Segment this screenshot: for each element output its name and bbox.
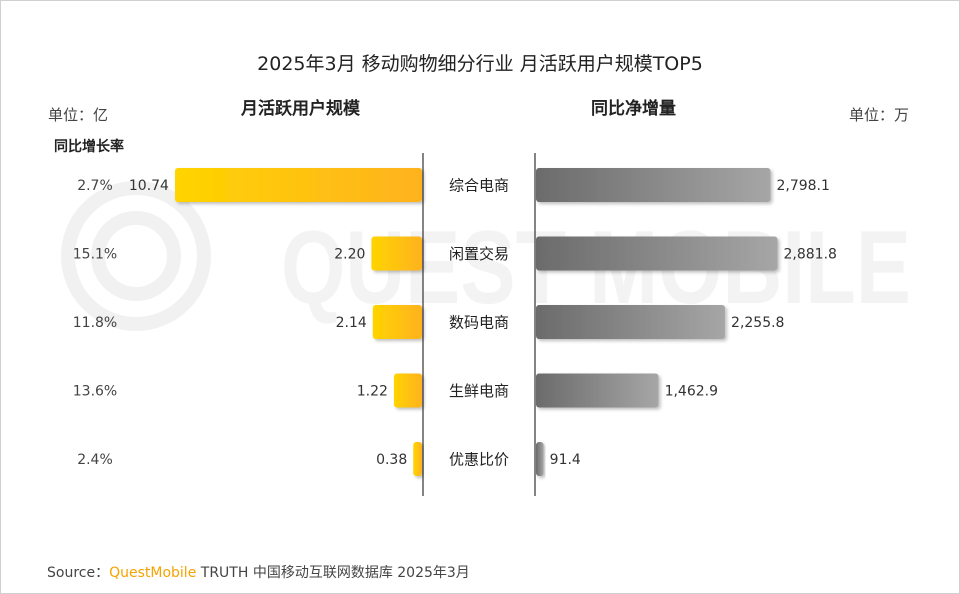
mau-value-label-4: 0.38 <box>376 452 407 468</box>
mau-value-label-3: 1.22 <box>357 384 388 400</box>
yoy-growth-label-1: 15.1% <box>73 247 117 263</box>
net-increase-column-header: 同比净增量 <box>591 99 676 119</box>
net-increase-bar-3 <box>536 373 659 408</box>
mau-value-label-1: 2.20 <box>334 247 365 263</box>
unit-left-label: 单位：亿 <box>48 106 109 124</box>
source-note: Source：QuestMobile TRUTH 中国移动互联网数据库 2025… <box>47 562 470 582</box>
net-increase-value-label-4: 91.4 <box>550 452 581 468</box>
mau-bar-2 <box>372 305 422 339</box>
net-increase-bar-2 <box>536 305 726 339</box>
source-brand: QuestMobile <box>109 565 197 581</box>
net-increase-value-label-1: 2,881.8 <box>783 247 836 263</box>
mau-bar-4 <box>413 442 422 476</box>
category-label-3: 生鲜电商 <box>449 382 509 400</box>
net-increase-bar-4 <box>536 442 544 476</box>
mau-column-header: 月活跃用户规模 <box>241 99 360 119</box>
mau-bar-0 <box>174 168 422 202</box>
source-prefix: Source： <box>47 565 110 581</box>
yoy-growth-label-4: 2.4% <box>77 452 113 468</box>
net-increase-bar-1 <box>536 236 778 271</box>
net-increase-bar-0 <box>536 168 771 202</box>
yoy-growth-label-3: 13.6% <box>73 384 117 400</box>
mau-value-label-0: 10.74 <box>129 178 169 194</box>
source-suffix: TRUTH 中国移动互联网数据库 2025年3月 <box>196 565 470 581</box>
unit-right-label: 单位：万 <box>849 106 910 124</box>
yoy-column-header: 同比增长率 <box>54 139 124 155</box>
mau-value-label-2: 2.14 <box>336 315 367 331</box>
category-label-2: 数码电商 <box>449 314 509 332</box>
net-increase-value-label-2: 2,255.8 <box>731 315 784 331</box>
category-label-4: 优惠比价 <box>449 451 509 469</box>
yoy-growth-label-2: 11.8% <box>73 315 117 331</box>
category-label-0: 综合电商 <box>449 177 509 195</box>
net-increase-value-label-3: 1,462.9 <box>665 384 718 400</box>
chart-title: 2025年3月 移动购物细分行业 月活跃用户规模TOP5 <box>257 53 703 75</box>
category-label-1: 闲置交易 <box>449 245 509 263</box>
mau-bar-1 <box>371 236 422 271</box>
yoy-growth-label-0: 2.7% <box>77 178 113 194</box>
net-increase-value-label-0: 2,798.1 <box>776 178 829 194</box>
mau-bar-3 <box>393 373 422 408</box>
